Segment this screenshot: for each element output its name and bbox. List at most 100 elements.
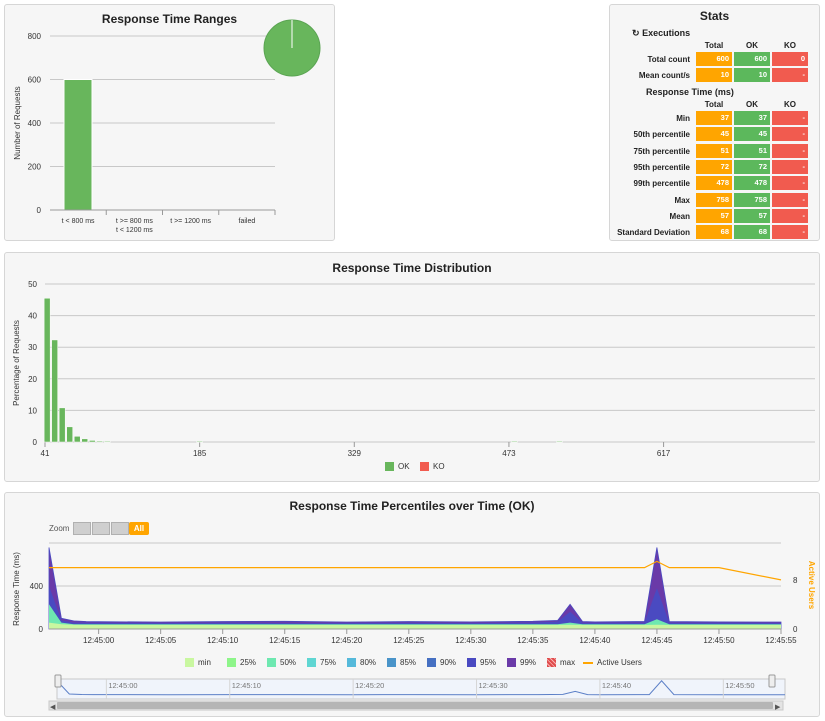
ranges-bar [63, 79, 93, 211]
rt-row-label: 50th percentile [633, 130, 690, 140]
rt-col-ok: OK [746, 100, 758, 109]
rt-ko-cell: - [772, 176, 808, 191]
rt-total-cell: 51 [696, 143, 732, 158]
legend-item-25pct[interactable]: 25% [227, 658, 256, 667]
navigator-tick-label: 12:45:10 [232, 681, 261, 690]
legend-item-80pct[interactable]: 80% [347, 658, 376, 667]
legend-ok[interactable]: OK [385, 462, 410, 471]
dist-bar-ok [556, 441, 563, 443]
rt-ko-cell: - [772, 159, 808, 174]
rt-total-cell: 45 [696, 127, 732, 142]
zoom-button-3[interactable] [111, 522, 129, 535]
dist-bar-ok [104, 441, 111, 443]
legend-ok-swatch [385, 462, 394, 471]
ranges-ytick-label: 0 [37, 206, 42, 215]
dist-bar-ok [73, 436, 81, 443]
legend-label: 99% [520, 658, 537, 667]
dist-ytick-label: 20 [28, 375, 37, 384]
navigator-tick-label: 12:45:20 [355, 681, 384, 690]
navigator-area [56, 678, 786, 700]
ranges-xtick-label: t >= 800 ms [116, 218, 153, 225]
navigator-scroll-thumb [57, 702, 773, 709]
dist-bar-ok [89, 440, 96, 443]
legend-item-85pct[interactable]: 85% [387, 658, 416, 667]
response-time-ranges-panel: Response Time Ranges 0 200 400 600 800 Number… [4, 4, 335, 241]
pct-ylabel-left: Response Time (ms) [12, 552, 21, 626]
legend-item-max[interactable]: max [547, 658, 575, 667]
legend-item-active-users[interactable]: Active Users [583, 658, 642, 667]
legend-label: 75% [320, 658, 337, 667]
pct-area-min [49, 622, 781, 629]
pct-xtick-label: 12:45:50 [703, 636, 735, 645]
dist-bar-ok [81, 438, 88, 443]
rt-ko-cell: - [772, 143, 808, 158]
legend-swatch [267, 658, 276, 667]
pct-ylabel-right: Active Users [807, 561, 816, 610]
dist-xtick-label: 617 [657, 449, 671, 458]
legend-item-50pct[interactable]: 50% [267, 658, 296, 667]
ranges-xtick-label-2: t < 1200 ms [116, 227, 153, 234]
rt-col-ko: KO [784, 100, 796, 109]
legend-swatch [547, 658, 556, 667]
dist-ytick-label: 0 [33, 438, 38, 447]
rt-ko-cell: - [772, 127, 808, 142]
navigator-handle-right [768, 674, 776, 688]
legend-item-90pct[interactable]: 90% [427, 658, 456, 667]
rt-ok-cell: 37 [734, 111, 770, 125]
navigator-handle-left [54, 674, 62, 688]
exec-row-label: Total count [647, 55, 690, 64]
rt-total-cell: 72 [696, 159, 732, 174]
legend-item-95pct[interactable]: 95% [467, 658, 496, 667]
pct-xtick-label: 12:45:00 [83, 636, 115, 645]
rt-ko-cell: - [772, 208, 808, 223]
rt-row-label: Min [676, 114, 690, 123]
scroll-left-arrow: ◀ [50, 704, 56, 711]
pct-xtick-label: 12:45:55 [765, 636, 797, 645]
zoom-all-button[interactable]: All [129, 522, 149, 535]
rt-ok-cell: 51 [734, 143, 770, 158]
exec-ok-cell: 600 [734, 52, 770, 66]
pct-xtick-label: 12:45:30 [455, 636, 487, 645]
zoom-button-2[interactable] [92, 522, 110, 535]
legend-item-75pct[interactable]: 75% [307, 658, 336, 667]
pct-xtick-label: 12:45:45 [641, 636, 673, 645]
rt-row-label: 75th percentile [633, 146, 690, 156]
legend-label: 80% [360, 658, 377, 667]
pct-ytick-right: 0 [793, 625, 798, 634]
refresh-icon: ↻ [632, 28, 640, 38]
legend-swatch [307, 658, 316, 667]
response-time-title: Response Time (ms) [646, 87, 734, 97]
percentiles-panel: Response Time Percentiles over Time (OK)… [4, 492, 820, 717]
distribution-title: Response Time Distribution [332, 261, 492, 275]
rt-total-cell: 478 [696, 176, 732, 191]
ranges-xtick-label: t >= 1200 ms [170, 218, 211, 225]
rt-ok-cell: 72 [734, 159, 770, 174]
dist-ylabel: Percentage of Requests [12, 320, 21, 406]
pct-xtick-label: 12:45:20 [331, 636, 363, 645]
stats-title: Stats [699, 9, 730, 23]
rt-ok-cell: 758 [734, 192, 770, 207]
rt-ko-cell: - [772, 111, 808, 125]
exec-ko-cell: 0 [772, 52, 808, 66]
legend-label: 25% [240, 658, 257, 667]
pct-ytick-left: 0 [39, 625, 44, 634]
exec-ok-cell: 10 [734, 68, 770, 83]
legend-swatch [347, 658, 356, 667]
legend-item-min[interactable]: min [185, 658, 211, 667]
distribution-chart: 0 10 20 30 40 50 Percentage of Requests 41 185 32… [12, 280, 815, 458]
ranges-ytick-label: 600 [28, 76, 42, 85]
col-ok: OK [746, 41, 758, 50]
exec-total-cell: 600 [696, 52, 732, 66]
legend-ko[interactable]: KO [420, 462, 445, 471]
rt-row-label: Standard Deviation [617, 228, 690, 238]
pct-area-max [48, 547, 782, 630]
percentiles-title: Response Time Percentiles over Time (OK) [289, 499, 535, 513]
dist-ytick-label: 30 [28, 343, 37, 352]
rt-total-cell: 758 [696, 192, 732, 207]
legend-label: max [560, 658, 576, 667]
rt-col-total: Total [704, 100, 724, 109]
executions-title: ↻ Executions [632, 28, 691, 38]
zoom-button-1[interactable] [73, 522, 91, 535]
pct-xtick-label: 12:45:25 [393, 636, 425, 645]
legend-item-99pct[interactable]: 99% [507, 658, 536, 667]
